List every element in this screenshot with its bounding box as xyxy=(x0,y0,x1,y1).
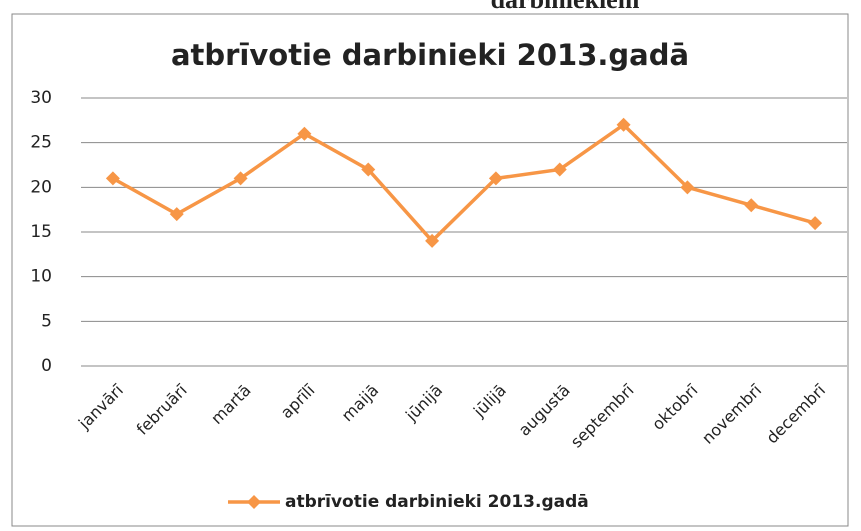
point-marker xyxy=(680,180,695,195)
x-tick-label: janvārī xyxy=(74,380,127,433)
point-marker xyxy=(552,162,567,177)
y-tick-label: 0 xyxy=(41,356,52,376)
y-tick-label: 25 xyxy=(30,133,52,153)
x-tick-label: maijā xyxy=(338,381,383,426)
point-marker xyxy=(744,198,759,213)
y-tick-label: 5 xyxy=(41,311,52,331)
point-marker xyxy=(233,171,248,186)
x-tick-label: martā xyxy=(207,381,254,428)
x-tick-label: oktobrī xyxy=(648,380,702,434)
point-marker xyxy=(808,216,823,231)
x-tick-label: jūnijā xyxy=(401,381,446,426)
x-tick-label: februārī xyxy=(133,380,192,439)
y-tick-label: 30 xyxy=(30,88,52,108)
chart-border xyxy=(11,13,849,527)
x-tick-label: augustā xyxy=(515,381,574,440)
point-marker xyxy=(361,162,376,177)
point-marker xyxy=(169,207,184,222)
chart-title: atbrīvotie darbinieki 2013.gadā xyxy=(171,38,689,72)
point-marker xyxy=(105,171,120,186)
y-tick-label: 15 xyxy=(30,222,52,242)
point-marker xyxy=(297,126,312,141)
x-tick-label: aprīlī xyxy=(277,380,319,422)
point-marker xyxy=(425,233,440,248)
x-tick-label: septembrī xyxy=(567,380,638,451)
x-tick-label: decembrī xyxy=(762,380,829,447)
point-marker xyxy=(488,171,503,186)
y-tick-label: 10 xyxy=(30,267,52,287)
x-tick-label: novembrī xyxy=(698,380,766,448)
point-marker xyxy=(616,117,631,132)
caption: darbiniekiem xyxy=(491,0,640,14)
legend-label: atbrīvotie darbinieki 2013.gadā xyxy=(285,492,589,512)
series-line xyxy=(112,122,816,244)
legend-marker xyxy=(247,495,261,509)
x-tick-label: jūlijā xyxy=(469,381,510,422)
y-tick-label: 20 xyxy=(30,177,52,197)
